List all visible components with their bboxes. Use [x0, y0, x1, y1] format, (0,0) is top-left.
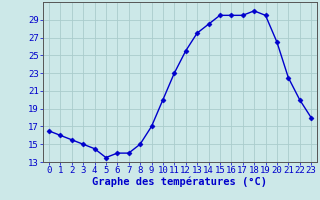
- X-axis label: Graphe des températures (°C): Graphe des températures (°C): [92, 177, 268, 187]
